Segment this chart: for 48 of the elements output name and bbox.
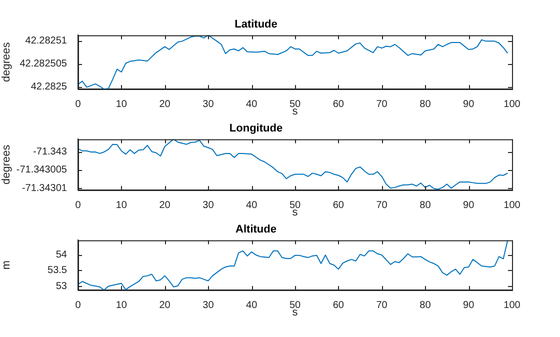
x-tick-label: 10 (116, 300, 128, 311)
x-tick-label: 10 (116, 200, 128, 211)
x-tick-label: 90 (463, 300, 475, 311)
y-tick-label: 54 (56, 249, 68, 260)
x-tick-label: 30 (202, 200, 214, 211)
x-tick-label: 30 (202, 300, 214, 311)
x-tick-label: 60 (332, 98, 344, 110)
y-tick-label: -71.343005 (16, 164, 68, 176)
x-tick-label: 90 (463, 98, 475, 110)
x-tick-label: 40 (246, 300, 258, 311)
x-tick-label: 60 (332, 300, 344, 311)
y-axis-title: m (0, 260, 13, 270)
x-tick-label: 70 (376, 98, 388, 110)
x-tick-label: 0 (75, 98, 82, 110)
y-tick-label: -71.34301 (22, 182, 68, 194)
x-tick-label: 20 (159, 200, 171, 211)
chart-title: Latitude (234, 18, 278, 31)
y-axis-title: degrees (0, 42, 13, 82)
x-tick-label: 70 (376, 200, 388, 211)
x-tick-label: 40 (246, 200, 258, 211)
x-tick-label: 50 (289, 98, 301, 110)
x-tick-label: 60 (332, 200, 344, 211)
chart-title: Altitude (236, 224, 276, 236)
x-tick-label: 30 (202, 98, 214, 110)
y-axis-title: degrees (0, 144, 13, 184)
x-tick-label: 90 (463, 200, 475, 211)
x-tick-label: 100 (504, 98, 521, 110)
x-tick-label: 0 (75, 200, 82, 211)
y-tick-label: 42.282505 (20, 58, 68, 70)
x-tick-label: 80 (420, 98, 432, 110)
y-tick-label: -71.343 (33, 146, 68, 158)
y-tick-label: 42.28251 (25, 35, 68, 46)
x-tick-label: 50 (289, 200, 301, 211)
x-tick-label: 70 (376, 300, 388, 311)
x-tick-label: 100 (504, 300, 521, 311)
y-tick-label: 42.2825 (30, 81, 68, 92)
chart-title: Longitude (229, 122, 283, 135)
y-tick-label: 53 (56, 280, 68, 292)
x-tick-label: 80 (420, 300, 432, 311)
x-tick-label: 40 (246, 98, 258, 110)
x-tick-label: 20 (159, 300, 171, 311)
y-tick-label: 53.5 (48, 265, 68, 276)
x-tick-label: 80 (420, 200, 432, 211)
x-tick-label: 20 (159, 98, 171, 110)
x-tick-label: 10 (116, 98, 128, 110)
x-tick-label: 0 (75, 300, 82, 311)
x-tick-label: 100 (504, 200, 521, 211)
x-tick-label: 50 (289, 300, 301, 311)
